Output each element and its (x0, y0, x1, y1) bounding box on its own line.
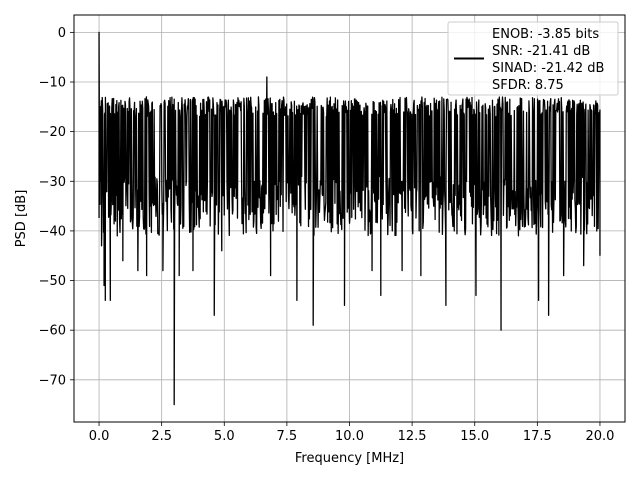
y-tick-label: −40 (39, 224, 66, 239)
x-axis-ticks: 0.0 2.5 5.0 7.5 10.0 12.5 15.0 17.5 20.0 (89, 422, 614, 444)
y-tick-label: −60 (39, 324, 66, 339)
y-tick-label: −30 (39, 175, 66, 190)
x-tick-label: 5.0 (214, 429, 235, 444)
x-axis-label: Frequency [MHz] (295, 451, 404, 466)
legend-sfdr: SFDR: 8.75 (492, 78, 564, 93)
x-tick-label: 12.5 (398, 429, 427, 444)
x-tick-label: 15.0 (460, 429, 489, 444)
y-tick-label: −10 (39, 76, 66, 91)
x-tick-label: 20.0 (585, 429, 614, 444)
legend-box (447, 21, 619, 96)
legend-snr: SNR: -21.41 dB (492, 44, 590, 59)
x-tick-label: 10.0 (335, 429, 364, 444)
psd-trace (98, 31, 601, 406)
y-tick-label: 0 (58, 26, 66, 41)
legend-sinad: SINAD: -21.42 dB (492, 61, 604, 76)
x-tick-label: 17.5 (523, 429, 552, 444)
y-axis-ticks: 0 −10 −20 −30 −40 −50 −60 −70 (39, 26, 74, 388)
y-axis-label: PSD [dB] (14, 190, 29, 248)
legend-enob: ENOB: -3.85 bits (492, 27, 599, 42)
y-tick-label: −50 (39, 274, 66, 289)
legend: ENOB: -3.85 bits SNR: -21.41 dB SINAD: -… (447, 21, 619, 96)
x-tick-label: 0.0 (89, 429, 110, 444)
y-tick-label: −20 (39, 125, 66, 140)
x-tick-label: 7.5 (277, 429, 298, 444)
y-tick-label: −70 (39, 373, 66, 388)
x-tick-label: 2.5 (151, 429, 172, 444)
psd-line (98, 31, 601, 406)
